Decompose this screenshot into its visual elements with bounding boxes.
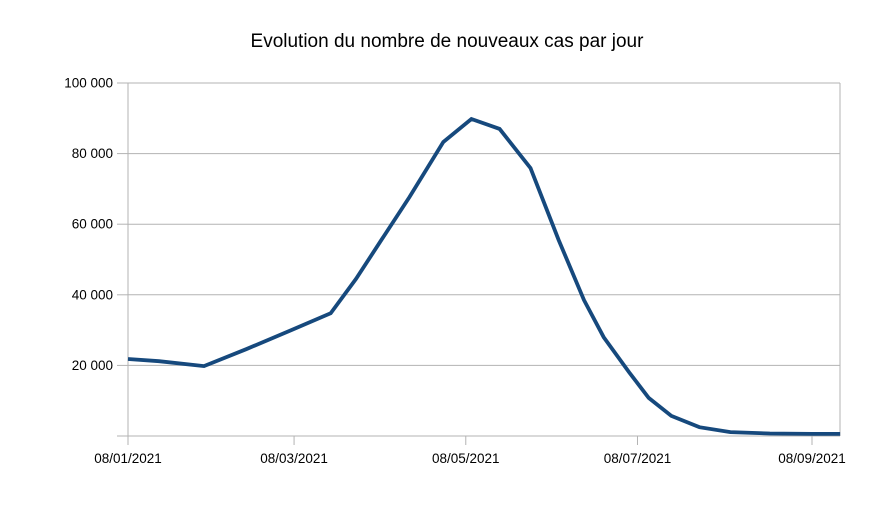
y-tick-label: 40 000 xyxy=(72,287,113,302)
chart-title: Evolution du nombre de nouveaux cas par … xyxy=(250,31,644,52)
y-tick-label: 80 000 xyxy=(72,146,113,161)
y-tick-label: 100 000 xyxy=(64,76,113,91)
y-tick-label: 20 000 xyxy=(72,358,113,373)
x-tick-label: 08/07/2021 xyxy=(604,451,672,466)
x-tick-label: 08/03/2021 xyxy=(260,451,328,466)
x-tick-label: 08/09/2021 xyxy=(778,451,846,466)
line-series xyxy=(127,116,841,436)
y-tick-label: 60 000 xyxy=(72,217,113,232)
x-tick-label: 08/01/2021 xyxy=(94,451,162,466)
x-tick-label: 08/05/2021 xyxy=(432,451,500,466)
